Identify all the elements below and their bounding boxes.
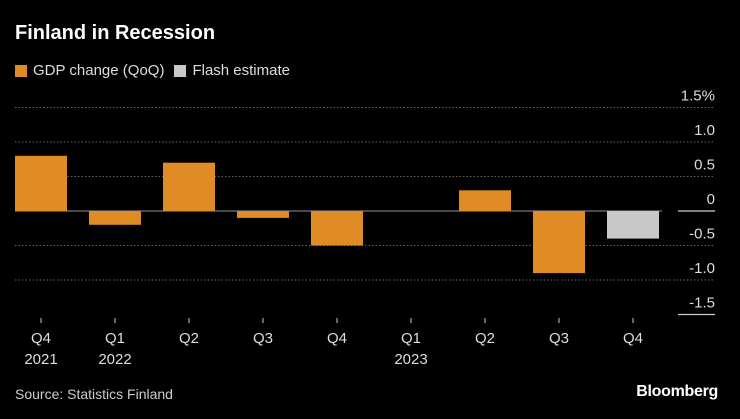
legend-item-gdp: GDP change (QoQ) <box>15 62 164 79</box>
y-tick-label: -0.5 <box>689 226 715 243</box>
bar-flash <box>607 211 659 239</box>
x-tick-label-year: 2023 <box>394 351 427 368</box>
bar-gdp <box>89 211 141 225</box>
source-note: Source: Statistics Finland <box>15 386 173 402</box>
legend: GDP change (QoQ) Flash estimate <box>15 62 300 79</box>
y-tick-label: -1.5 <box>689 295 715 312</box>
x-tick-label-quarter: Q2 <box>475 330 495 347</box>
y-tick-label: 1.5% <box>681 88 715 105</box>
bar-gdp <box>237 211 289 218</box>
x-tick-label-quarter: Q2 <box>179 330 199 347</box>
bar-gdp <box>163 162 215 211</box>
x-tick-label-quarter: Q4 <box>327 330 347 347</box>
bar-gdp <box>311 211 363 246</box>
y-tick-label: 0.5 <box>694 157 715 174</box>
bar-gdp <box>459 190 511 211</box>
y-tick-label: 0 <box>707 191 715 208</box>
x-tick-label-quarter: Q3 <box>549 330 569 347</box>
legend-swatch-gdp <box>15 64 27 77</box>
x-tick-label-quarter: Q4 <box>31 330 51 347</box>
x-tick-label-quarter: Q1 <box>401 330 421 347</box>
y-tick-label: 1.0 <box>694 122 715 139</box>
y-tick-label: -1.0 <box>689 260 715 277</box>
bar-gdp <box>15 155 67 211</box>
legend-swatch-flash <box>174 64 187 77</box>
bloomberg-logo: Bloomberg <box>636 383 718 400</box>
bar-gdp <box>533 211 585 274</box>
x-tick-label-year: 2022 <box>98 351 131 368</box>
x-tick-label-quarter: Q1 <box>105 330 125 347</box>
x-tick-label-quarter: Q3 <box>253 330 273 347</box>
x-tick-label-year: 2021 <box>24 351 57 368</box>
legend-item-flash: Flash estimate <box>174 62 290 79</box>
legend-label-gdp: GDP change (QoQ) <box>33 62 165 79</box>
chart-title: Finland in Recession <box>15 22 216 44</box>
legend-label-flash: Flash estimate <box>192 62 290 79</box>
x-tick-label-quarter: Q4 <box>623 330 643 347</box>
